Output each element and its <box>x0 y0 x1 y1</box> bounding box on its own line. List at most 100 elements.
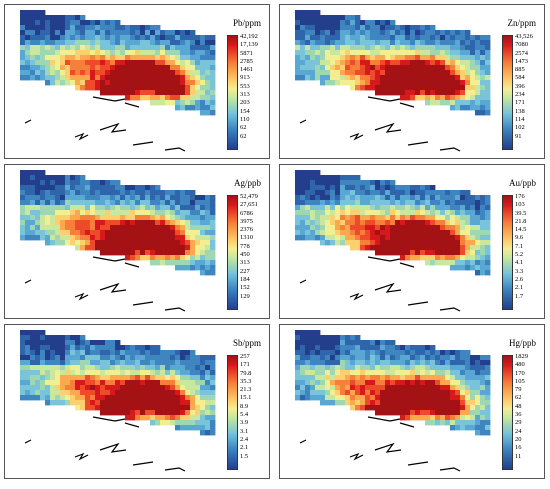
legend-tick: 91 <box>515 132 522 140</box>
legend-tick: 553 <box>240 82 250 90</box>
legend-tick: 9.6 <box>515 234 524 242</box>
legend-tick: 1829 <box>515 353 528 360</box>
legend-tick: 2376 <box>240 226 253 234</box>
map-panel-ag: Ag/ppb 52,479 27,651 6786 3975 2376 1310… <box>4 164 270 319</box>
legend-tick: 7.1 <box>515 242 524 250</box>
au-color-bar <box>502 195 513 310</box>
fault-lines <box>299 96 461 152</box>
legend-tick: 43,526 <box>515 33 533 40</box>
sb-color-bar <box>227 355 238 470</box>
legend-tick: 39.5 <box>515 209 527 217</box>
legend-tick: 203 <box>240 99 250 107</box>
au-legend-ticks: 176 103 39.5 21.8 14.5 9.6 7.1 5.2 4.1 3… <box>515 193 544 301</box>
fault-lines <box>299 416 461 472</box>
legend-tick: 52,479 <box>240 193 258 200</box>
legend-tick: 138 <box>515 107 525 115</box>
legend-tick: 14.5 <box>515 226 527 234</box>
ag-anomaly-map <box>20 170 216 312</box>
ag-unit-label: Ag/ppb <box>234 178 261 188</box>
legend-tick: 171 <box>515 99 525 107</box>
pb-color-bar <box>227 35 238 150</box>
zn-anomaly-map <box>295 10 491 152</box>
map-panel-zn: Zn/ppm 43,526 7080 2574 1473 885 584 396… <box>279 4 545 159</box>
legend-tick: 103 <box>515 201 525 209</box>
legend-tick: 8.9 <box>240 402 249 410</box>
legend-tick: 105 <box>515 377 525 385</box>
legend-tick: 2785 <box>240 57 253 65</box>
fault-lines <box>24 256 186 312</box>
zn-color-bar <box>502 35 513 150</box>
legend-tick: 21.3 <box>240 386 252 394</box>
legend-tick: 42,192 <box>240 33 258 40</box>
legend-tick: 184 <box>240 275 250 283</box>
legend-tick: 29 <box>515 419 522 427</box>
hg-color-bar <box>502 355 513 470</box>
pb-anomaly-map <box>20 10 216 152</box>
legend-tick: 313 <box>240 259 250 267</box>
legend-tick: 36 <box>515 411 522 419</box>
legend-tick: 227 <box>240 267 250 275</box>
map-panel-pb: Pb/ppm 42,192 17,139 5871 2785 1461 913 … <box>4 4 270 159</box>
sb-unit-label: Sb/ppm <box>232 338 261 348</box>
legend-tick: 5.2 <box>515 251 524 259</box>
legend-tick: 24 <box>515 427 522 435</box>
map-panel-hg: Hg/ppb 1829 480 170 105 79 62 48 36 29 2… <box>279 324 545 479</box>
legend-tick: 102 <box>515 124 525 132</box>
legend-tick: 62 <box>240 124 247 132</box>
legend-tick: 6786 <box>240 209 253 217</box>
legend-tick: 3975 <box>240 217 253 225</box>
legend-tick: 170 <box>515 369 525 377</box>
legend-tick: 1461 <box>240 66 253 74</box>
legend-tick: 62 <box>240 132 247 140</box>
legend-tick: 35.3 <box>240 377 252 385</box>
legend-tick: 11 <box>515 452 522 460</box>
legend-tick: 1.5 <box>240 452 249 460</box>
legend-tick: 171 <box>240 361 250 369</box>
legend-tick: 313 <box>240 91 250 99</box>
map-raster <box>295 330 491 436</box>
au-unit-label: Au/ppb <box>509 178 536 188</box>
sb-legend-ticks: 257 171 79.8 35.3 21.3 15.1 8.9 5.4 3.9 … <box>240 353 269 461</box>
legend-tick: 480 <box>515 361 525 369</box>
legend-tick: 21.8 <box>515 217 527 225</box>
legend-tick: 17,139 <box>240 41 258 49</box>
legend-tick: 79 <box>515 386 522 394</box>
ag-legend-ticks: 52,479 27,651 6786 3975 2376 1310 778 45… <box>240 193 269 301</box>
legend-tick: 257 <box>240 353 250 360</box>
ag-color-bar <box>227 195 238 310</box>
legend-tick: 3.1 <box>240 427 249 435</box>
legend-tick: 3.9 <box>240 419 249 427</box>
legend-tick: 79.8 <box>240 369 252 377</box>
sb-anomaly-map <box>20 330 216 472</box>
legend-tick: 2.4 <box>240 435 249 443</box>
legend-tick: 110 <box>240 115 250 123</box>
hg-anomaly-map <box>295 330 491 472</box>
legend-tick: 450 <box>240 251 250 259</box>
legend-tick: 396 <box>515 82 525 90</box>
fault-lines <box>299 256 461 312</box>
legend-tick: 15.1 <box>240 394 252 402</box>
fault-lines <box>24 416 186 472</box>
map-raster <box>295 10 491 116</box>
legend-tick: 234 <box>515 91 525 99</box>
legend-tick: 154 <box>240 107 250 115</box>
legend-tick: 913 <box>240 74 250 82</box>
legend-tick: 2.1 <box>515 284 524 292</box>
legend-tick: 152 <box>240 284 250 292</box>
au-anomaly-map <box>295 170 491 312</box>
legend-tick: 4.1 <box>515 259 524 267</box>
zn-legend-ticks: 43,526 7080 2574 1473 885 584 396 234 17… <box>515 33 544 141</box>
pb-unit-label: Pb/ppm <box>232 18 261 28</box>
hg-unit-label: Hg/ppb <box>509 338 536 348</box>
hg-legend-ticks: 1829 480 170 105 79 62 48 36 29 24 20 16… <box>515 353 544 461</box>
legend-tick: 3.3 <box>515 267 524 275</box>
legend-tick: 584 <box>515 74 525 82</box>
legend-tick: 885 <box>515 66 525 74</box>
legend-tick: 1310 <box>240 234 253 242</box>
legend-tick: 1.7 <box>515 292 524 300</box>
pb-legend-ticks: 42,192 17,139 5871 2785 1461 913 553 313… <box>240 33 269 141</box>
legend-tick: 129 <box>240 292 250 300</box>
legend-tick: 114 <box>515 115 525 123</box>
legend-tick: 48 <box>515 402 522 410</box>
legend-tick: 16 <box>515 444 522 452</box>
